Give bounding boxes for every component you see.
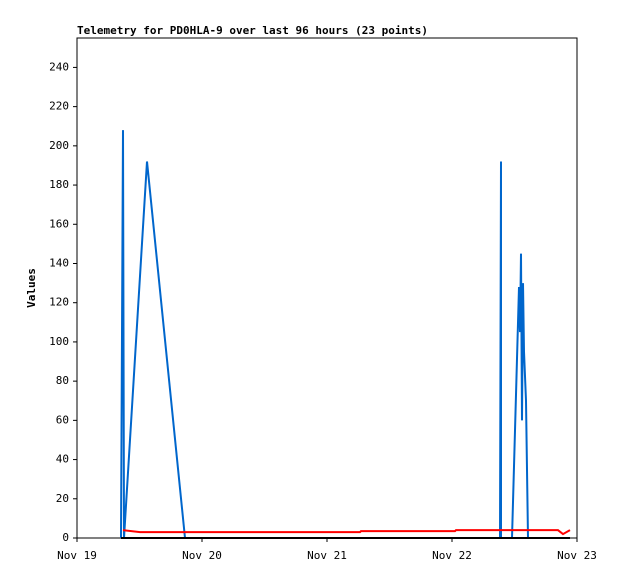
y-axis-label: Values [25,268,38,308]
y-tick-label: 80 [56,374,69,387]
series-line [122,529,571,536]
x-tick-label: Nov 19 [57,549,97,562]
x-tick-label: Nov 23 [557,549,597,562]
series-line [120,130,529,539]
y-tick-label: 140 [49,256,69,269]
x-tick-label: Nov 21 [307,549,347,562]
y-tick-label: 180 [49,178,69,191]
y-tick-label: 40 [56,453,69,466]
x-tick-label: Nov 20 [182,549,222,562]
y-tick-label: 0 [62,531,69,544]
y-tick-label: 200 [49,139,69,152]
y-tick-label: 120 [49,296,69,309]
y-tick-label: 160 [49,217,69,230]
y-tick-label: 100 [49,335,69,348]
y-tick-label: 60 [56,413,69,426]
chart-title: Telemetry for PD0HLA-9 over last 96 hour… [77,24,428,37]
x-tick-label: Nov 22 [432,549,472,562]
y-tick-label: 20 [56,492,69,505]
y-tick-label: 220 [49,100,69,113]
y-tick-label: 240 [49,60,69,73]
